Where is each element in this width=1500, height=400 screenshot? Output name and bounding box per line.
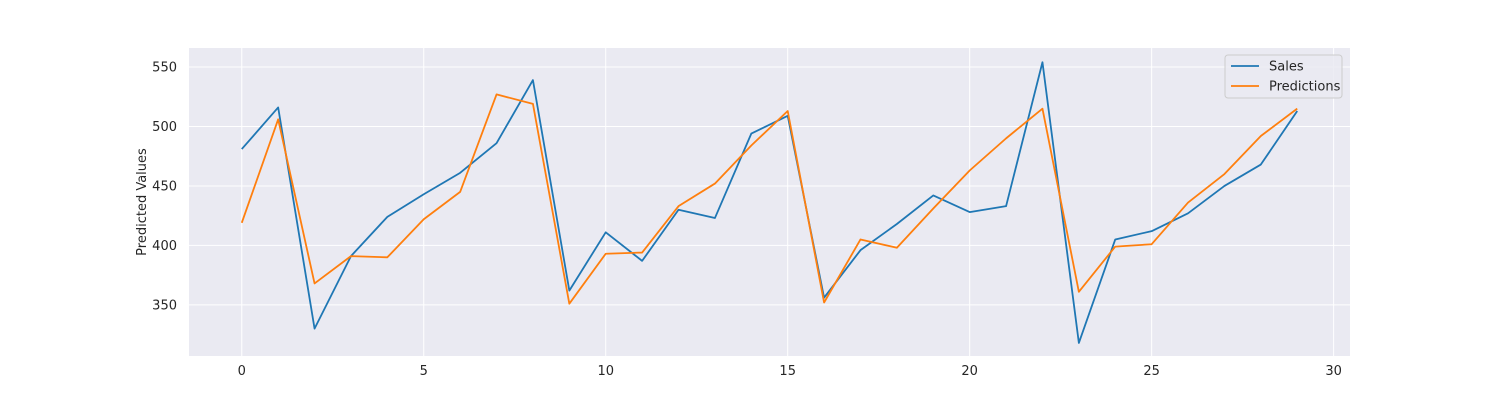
series-line-predictions	[240, 93, 1298, 305]
x-tick-label: 5	[420, 364, 428, 379]
x-tick-label: 0	[238, 364, 246, 379]
x-tick-label: 15	[779, 364, 796, 379]
x-tick-label: 25	[1143, 364, 1160, 379]
y-tick-label: 400	[152, 239, 177, 254]
plot-area	[189, 48, 1350, 356]
y-tick-label: 450	[152, 179, 177, 194]
legend-label-predictions: Predictions	[1269, 80, 1341, 95]
series-line-sales	[241, 61, 1298, 344]
tick-labels: 0 5 10 15 20 25 30 350 400 450 500 550	[152, 61, 1342, 379]
y-tick-label: 350	[152, 298, 177, 313]
legend-label-sales: Sales	[1269, 60, 1304, 75]
x-tick-label: 20	[961, 364, 978, 379]
y-tick-label: 550	[152, 61, 177, 76]
grid-lines	[189, 48, 1350, 356]
y-axis-label: Predicted Values	[135, 148, 150, 256]
x-tick-label: 30	[1325, 364, 1342, 379]
x-tick-label: 10	[597, 364, 614, 379]
y-tick-label: 500	[152, 120, 177, 135]
series-layer	[240, 61, 1298, 344]
legend: Sales Predictions	[1224, 54, 1343, 99]
